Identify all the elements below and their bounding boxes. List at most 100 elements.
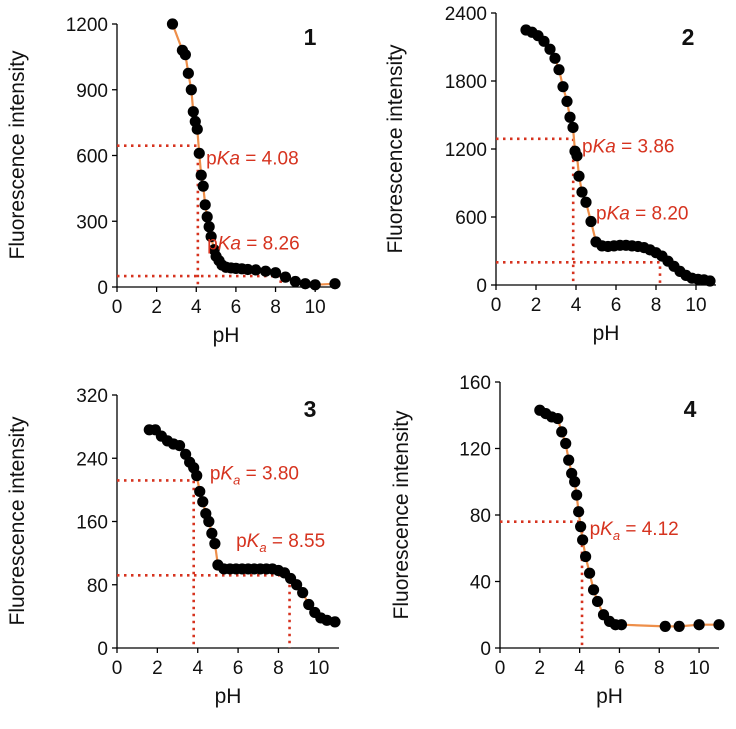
y-tick-label: 600 bbox=[455, 208, 487, 229]
pka-guide-line bbox=[496, 137, 575, 285]
y-tick-label: 40 bbox=[470, 573, 491, 594]
data-point bbox=[195, 169, 207, 181]
pka-symbol: K bbox=[600, 519, 614, 540]
pka-prefix: p bbox=[210, 464, 221, 485]
data-point bbox=[279, 271, 292, 283]
pka-prefix: p bbox=[596, 203, 607, 224]
data-point bbox=[560, 437, 572, 450]
data-point bbox=[193, 147, 205, 159]
x-tick-label: 2 bbox=[535, 658, 546, 679]
y-axis-title: Fluorescence intensity bbox=[6, 50, 29, 259]
y-tick-label: 900 bbox=[76, 81, 108, 102]
x-tick-label: 0 bbox=[495, 658, 506, 679]
data-point bbox=[197, 180, 209, 192]
data-point bbox=[585, 215, 597, 228]
data-point bbox=[556, 426, 568, 438]
data-point bbox=[561, 95, 573, 107]
data-point bbox=[299, 278, 311, 290]
data-point bbox=[577, 534, 589, 546]
y-tick-label: 80 bbox=[87, 576, 108, 597]
pka-guide-line bbox=[496, 261, 662, 285]
x-tick-label: 8 bbox=[273, 658, 284, 679]
x-tick-label: 0 bbox=[112, 658, 123, 679]
pka-value: = 8.26 bbox=[241, 234, 300, 255]
y-tick-label: 1800 bbox=[445, 72, 487, 93]
data-point bbox=[573, 506, 585, 518]
pka-symbol: K bbox=[247, 531, 261, 552]
data-point bbox=[580, 550, 592, 563]
pka-annotation: pKa = 4.08 bbox=[206, 148, 298, 169]
y-tick-label: 240 bbox=[76, 449, 108, 470]
data-point bbox=[166, 18, 179, 30]
y-tick-label: 600 bbox=[76, 147, 108, 168]
x-axis-title: pH bbox=[215, 685, 242, 708]
pka-symbol: Ka bbox=[218, 234, 241, 255]
pka-symbol: Ka bbox=[607, 203, 630, 224]
data-point bbox=[591, 595, 604, 608]
data-point bbox=[197, 496, 209, 508]
data-point bbox=[260, 265, 272, 277]
data-point bbox=[673, 620, 685, 632]
data-point bbox=[571, 489, 583, 501]
data-point bbox=[553, 64, 565, 76]
x-tick-label: 6 bbox=[611, 295, 622, 316]
data-point bbox=[289, 275, 301, 288]
data-point bbox=[713, 619, 725, 631]
data-point bbox=[203, 515, 215, 528]
chart-panel-2: 0 2 4 6 8 10 0 600 1200 1800 2400 pH Fluorescence in… bbox=[384, 4, 716, 345]
pka-value: = 3.80 bbox=[240, 464, 299, 485]
pka-guide-line bbox=[500, 520, 584, 648]
data-point bbox=[557, 81, 569, 93]
data-point bbox=[538, 35, 550, 47]
pka-guide-line bbox=[117, 144, 200, 287]
y-tick-label: 2400 bbox=[445, 4, 487, 25]
x-tick-label: 4 bbox=[571, 295, 582, 316]
pka-prefix: p bbox=[207, 234, 218, 255]
x-tick-label: 10 bbox=[308, 658, 329, 679]
x-tick-label: 4 bbox=[574, 658, 585, 679]
data-point bbox=[194, 485, 206, 498]
x-tick-label: 8 bbox=[654, 658, 665, 679]
data-point bbox=[203, 221, 215, 233]
chart-panel-1: 0 2 4 6 8 10 0 300 600 900 1200 pH Fluorescence inte… bbox=[6, 15, 341, 347]
data-point bbox=[329, 616, 341, 628]
y-tick-label: 0 bbox=[97, 278, 108, 299]
panel-label: 3 bbox=[304, 396, 317, 422]
x-tick-label: 8 bbox=[270, 297, 281, 318]
data-point bbox=[583, 567, 596, 579]
data-point bbox=[693, 619, 705, 631]
pka-prefix: p bbox=[582, 136, 593, 157]
pka-symbol: Ka bbox=[593, 136, 616, 157]
pka-value: = 3.86 bbox=[616, 136, 675, 157]
chart-panel-4: 0 2 4 6 8 10 0 40 80 120 160 pH Fluorescence intensi… bbox=[390, 373, 725, 708]
pka-subscript: a bbox=[233, 473, 240, 488]
data-point bbox=[549, 52, 561, 64]
data-point bbox=[191, 470, 203, 482]
pka-annotation: pKa = 8.20 bbox=[596, 203, 688, 224]
data-point bbox=[580, 196, 592, 208]
data-point bbox=[575, 521, 587, 533]
pka-annotation: pKa = 3.80 bbox=[210, 464, 299, 488]
data-point bbox=[563, 454, 575, 466]
x-tick-label: 6 bbox=[614, 658, 625, 679]
pka-guide-line bbox=[117, 573, 291, 648]
data-point bbox=[544, 43, 556, 55]
data-point bbox=[552, 412, 564, 425]
data-point bbox=[659, 620, 671, 632]
data-point bbox=[201, 211, 213, 223]
pka-guide-line bbox=[117, 274, 282, 287]
y-tick-label: 1200 bbox=[445, 140, 487, 161]
panel-label: 2 bbox=[682, 24, 695, 50]
data-point bbox=[571, 150, 583, 162]
x-tick-label: 6 bbox=[231, 297, 242, 318]
data-point bbox=[206, 527, 218, 539]
x-axis-title: pH bbox=[593, 322, 620, 345]
data-point bbox=[205, 230, 217, 243]
pka-value: = 4.12 bbox=[620, 519, 679, 540]
data-point bbox=[185, 84, 197, 96]
pka-value: = 4.08 bbox=[240, 148, 299, 169]
x-axis-title: pH bbox=[213, 324, 240, 347]
y-tick-label: 160 bbox=[459, 373, 491, 394]
pka-symbol: K bbox=[220, 464, 234, 485]
